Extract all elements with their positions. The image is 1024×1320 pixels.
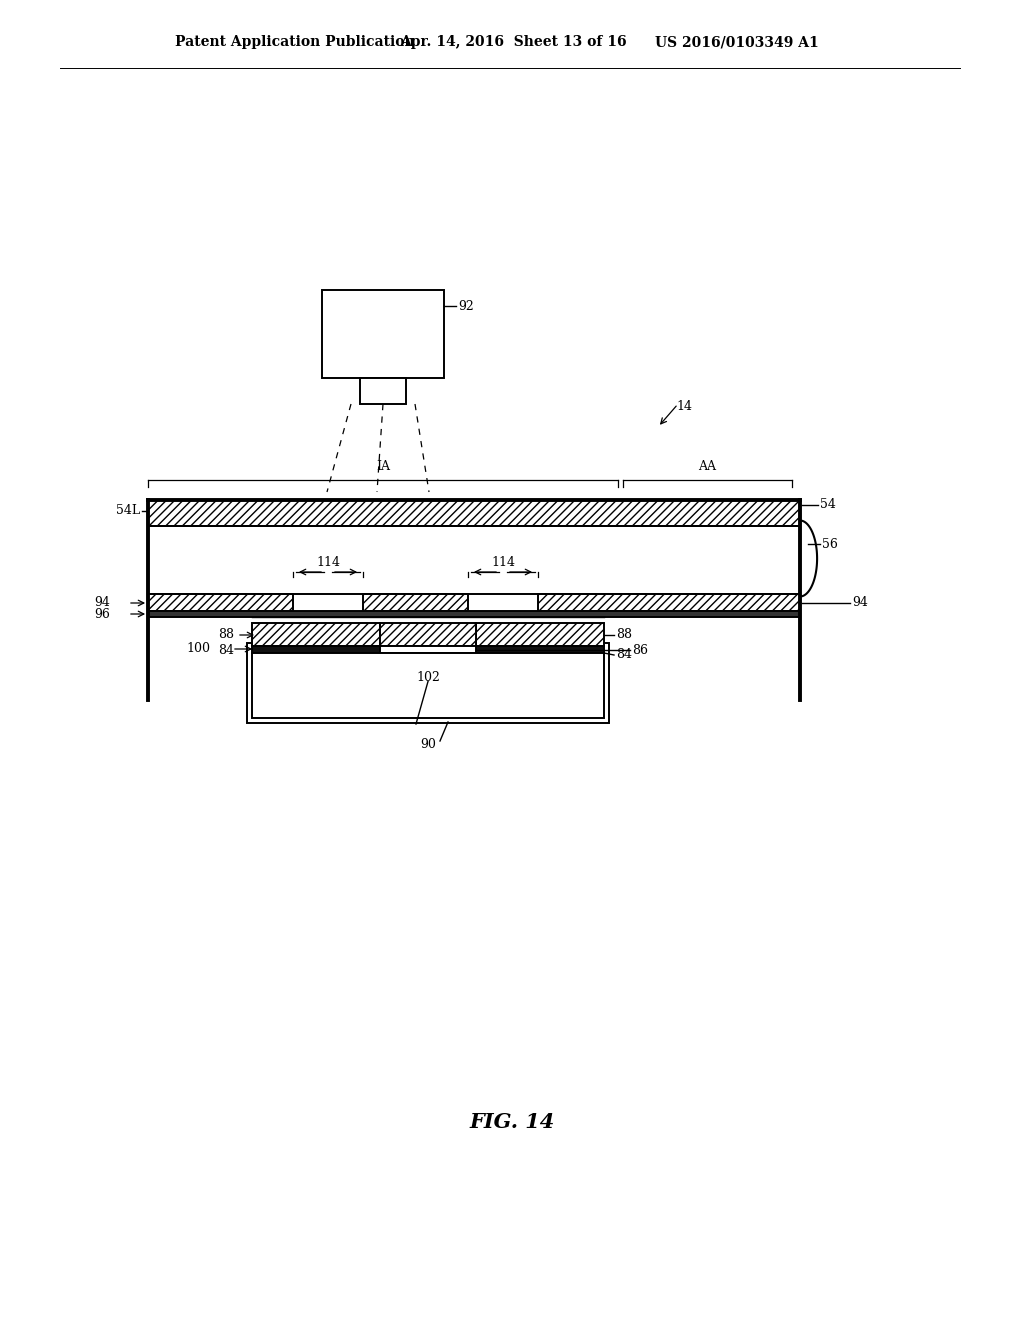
Text: 114: 114 <box>490 557 515 569</box>
Bar <box>252 645 380 653</box>
Text: 88: 88 <box>218 628 234 642</box>
Bar <box>252 623 380 645</box>
Text: Apr. 14, 2016  Sheet 13 of 16: Apr. 14, 2016 Sheet 13 of 16 <box>400 36 627 49</box>
Bar <box>380 623 476 645</box>
Text: 84: 84 <box>218 644 234 656</box>
Text: 54L: 54L <box>116 504 140 517</box>
Text: 54: 54 <box>820 499 836 511</box>
Text: Patent Application Publication: Patent Application Publication <box>175 36 415 49</box>
Bar <box>148 500 800 525</box>
Text: 84: 84 <box>616 648 632 661</box>
Text: IA: IA <box>376 461 390 474</box>
Text: US 2016/0103349 A1: US 2016/0103349 A1 <box>655 36 819 49</box>
Text: 90: 90 <box>420 738 436 751</box>
Bar <box>380 645 476 653</box>
Bar <box>252 653 604 718</box>
Text: 100: 100 <box>186 643 210 656</box>
Bar <box>148 594 293 611</box>
Text: 92: 92 <box>458 300 474 313</box>
Bar <box>148 611 800 616</box>
Text: 114: 114 <box>316 557 340 569</box>
Text: FIG. 14: FIG. 14 <box>469 1111 555 1133</box>
Bar <box>247 643 609 723</box>
Bar <box>538 594 800 611</box>
Text: 88: 88 <box>616 628 632 642</box>
Text: AA: AA <box>698 461 717 474</box>
Text: 56: 56 <box>822 537 838 550</box>
Text: 14: 14 <box>676 400 692 413</box>
Bar <box>476 645 604 653</box>
Text: 86: 86 <box>632 644 648 656</box>
Bar <box>476 623 604 645</box>
Bar <box>362 594 468 611</box>
Text: 96: 96 <box>94 607 110 620</box>
Text: 94: 94 <box>94 597 110 610</box>
Text: 94: 94 <box>852 597 868 610</box>
Bar <box>360 378 406 404</box>
Text: 102: 102 <box>416 671 440 684</box>
Bar <box>322 290 444 378</box>
